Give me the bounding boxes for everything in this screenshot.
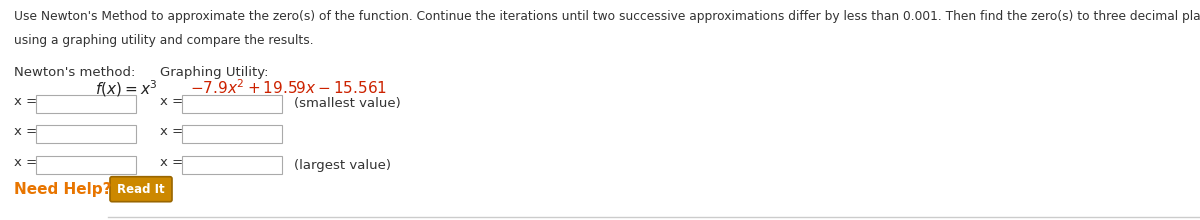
FancyBboxPatch shape bbox=[110, 177, 172, 202]
Text: $- 7.9x^2 + 19.59x - 15.561$: $- 7.9x^2 + 19.59x - 15.561$ bbox=[190, 78, 388, 97]
FancyBboxPatch shape bbox=[36, 125, 136, 143]
Text: x =: x = bbox=[160, 156, 184, 169]
Text: using a graphing utility and compare the results.: using a graphing utility and compare the… bbox=[14, 34, 313, 47]
Text: x =: x = bbox=[160, 125, 184, 138]
FancyBboxPatch shape bbox=[36, 95, 136, 113]
Text: Read It: Read It bbox=[118, 183, 164, 196]
Text: Newton's method:: Newton's method: bbox=[14, 66, 136, 79]
FancyBboxPatch shape bbox=[182, 156, 282, 174]
Text: $f(x) = x^3$: $f(x) = x^3$ bbox=[95, 78, 157, 99]
Text: Use Newton's Method to approximate the zero(s) of the function. Continue the ite: Use Newton's Method to approximate the z… bbox=[14, 10, 1200, 23]
Text: x =: x = bbox=[160, 95, 184, 108]
Text: Need Help?: Need Help? bbox=[14, 182, 112, 197]
Text: (smallest value): (smallest value) bbox=[294, 97, 401, 110]
Text: (largest value): (largest value) bbox=[294, 159, 391, 172]
Text: x =: x = bbox=[14, 125, 37, 138]
FancyBboxPatch shape bbox=[182, 95, 282, 113]
FancyBboxPatch shape bbox=[36, 156, 136, 174]
FancyBboxPatch shape bbox=[182, 125, 282, 143]
Text: x =: x = bbox=[14, 95, 37, 108]
Text: x =: x = bbox=[14, 156, 37, 169]
Text: Graphing Utility:: Graphing Utility: bbox=[160, 66, 269, 79]
